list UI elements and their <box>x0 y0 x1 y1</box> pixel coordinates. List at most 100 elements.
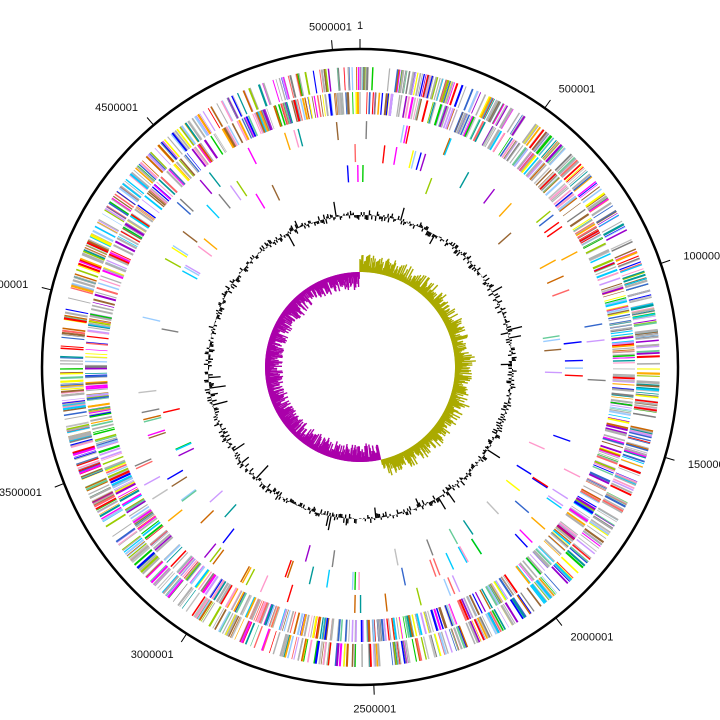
cds-reverse-mark <box>503 140 518 160</box>
gc-skew-negative-bar <box>292 431 297 436</box>
cds-forward-mark <box>636 383 660 386</box>
gc-content-bar <box>404 221 407 225</box>
cds-reverse-mark <box>149 188 168 205</box>
gc-skew-negative-bar <box>285 420 294 428</box>
cds-forward-mark <box>65 421 89 428</box>
gc-skew-negative-bar <box>285 415 299 427</box>
cds-reverse-mark <box>296 99 304 121</box>
cds-forward-mark <box>634 399 658 404</box>
cds-forward-mark <box>117 530 138 546</box>
cds-forward-mark <box>257 84 268 107</box>
cds-reverse-mark <box>100 275 122 284</box>
cds-forward-mark <box>63 317 87 324</box>
gc-skew-positive-bar <box>375 260 380 274</box>
cds-reverse-mark <box>223 127 237 148</box>
feature-mark <box>241 566 252 584</box>
cds-reverse-mark <box>503 574 518 594</box>
gc-skew-positive-bar <box>436 307 442 312</box>
gc-skew-negative-bar <box>319 280 324 288</box>
gc-skew-negative-bar <box>311 284 317 291</box>
cds-forward-mark <box>261 628 271 651</box>
cds-forward-mark <box>629 429 653 436</box>
gc-skew-negative-bar <box>306 287 314 298</box>
gc-skew-negative-bar <box>304 433 314 446</box>
cds-reverse-mark <box>311 616 318 639</box>
cds-reverse-mark <box>86 392 109 396</box>
gc-content-bar <box>205 391 211 394</box>
cds-forward-mark <box>191 596 206 617</box>
cds-reverse-mark <box>175 161 193 180</box>
cds-reverse-mark <box>383 93 388 116</box>
gc-content-bar <box>275 491 278 495</box>
gc-content-bar <box>423 226 426 230</box>
gc-content-bar <box>249 261 252 264</box>
cds-forward-mark <box>226 614 239 637</box>
cds-forward-mark <box>457 86 467 109</box>
cds-forward-mark <box>636 349 660 354</box>
gc-content-bar <box>466 474 469 478</box>
gc-skew-positive-bar <box>416 286 421 292</box>
cds-reverse-mark <box>230 590 242 610</box>
cds-reverse-mark <box>550 531 569 548</box>
gc-skew-positive-bar <box>379 261 384 275</box>
gc-skew-positive-bar <box>370 267 373 273</box>
gc-content-bar <box>467 473 472 477</box>
gc-skew-positive-bar <box>426 433 433 440</box>
gc-content-bar <box>435 235 438 239</box>
cds-forward-mark <box>60 372 84 375</box>
cds-forward-mark <box>482 97 494 120</box>
cds-forward-mark <box>542 141 558 159</box>
gc-skew-negative-bar <box>352 447 356 462</box>
cds-reverse-mark <box>244 596 256 618</box>
cds-forward-mark <box>97 221 118 234</box>
cds-forward-mark <box>624 448 647 458</box>
cds-reverse-mark <box>91 423 114 431</box>
cds-reverse-mark <box>176 555 193 573</box>
cds-forward-mark <box>202 111 216 132</box>
feature-mark <box>259 575 269 593</box>
cds-forward-mark <box>629 296 652 304</box>
cds-forward-mark <box>69 435 93 444</box>
cds-forward-mark <box>473 618 485 641</box>
cds-reverse-mark <box>307 615 313 638</box>
cds-reverse-mark <box>601 284 623 293</box>
gc-skew-negative-bar <box>268 388 285 395</box>
feature-mark <box>447 577 456 595</box>
gc-skew-negative-bar <box>267 343 276 347</box>
cds-forward-mark <box>476 617 489 639</box>
gc-content-bar <box>483 282 488 286</box>
gc-skew-positive-bar <box>383 259 389 276</box>
gc-skew-positive-bar <box>444 408 454 415</box>
cds-forward-mark <box>160 141 178 161</box>
gc-skew-positive-bar <box>447 327 458 333</box>
cds-forward-mark <box>636 386 660 391</box>
gc-content-bar <box>402 221 406 226</box>
cds-forward-mark <box>167 136 183 155</box>
gc-skew-negative-bar <box>346 450 349 462</box>
gc-skew-positive-bar <box>431 296 443 306</box>
gc-content-bar <box>455 245 459 250</box>
gc-skew-positive-bar <box>442 413 452 419</box>
cds-forward-mark <box>240 621 251 643</box>
gc-skew-positive-bar <box>441 314 448 319</box>
gc-content-bar <box>315 512 318 517</box>
gc-skew-negative-bar <box>271 330 279 334</box>
gc-skew-positive-bar <box>391 456 397 467</box>
gc-skew-negative-bar <box>346 272 350 288</box>
cds-forward-mark <box>617 255 639 266</box>
gc-skew-negative-bar <box>349 272 353 286</box>
gc-skew-negative-bar <box>276 320 293 330</box>
cds-reverse-mark <box>337 619 341 642</box>
gc-skew-negative-bar <box>333 275 339 286</box>
cds-reverse-mark <box>385 93 390 116</box>
gc-content-bar <box>496 427 500 430</box>
gc-content-bar <box>241 456 250 464</box>
gc-content-bar <box>213 415 217 419</box>
cds-reverse-mark <box>109 251 131 263</box>
gc-skew-negative-bar <box>276 408 284 413</box>
gc-content-bar <box>446 491 456 503</box>
cds-forward-mark <box>423 74 430 98</box>
cds-reverse-mark <box>300 613 307 636</box>
gc-content-bar <box>244 468 248 471</box>
gc-content-bar <box>295 228 299 234</box>
